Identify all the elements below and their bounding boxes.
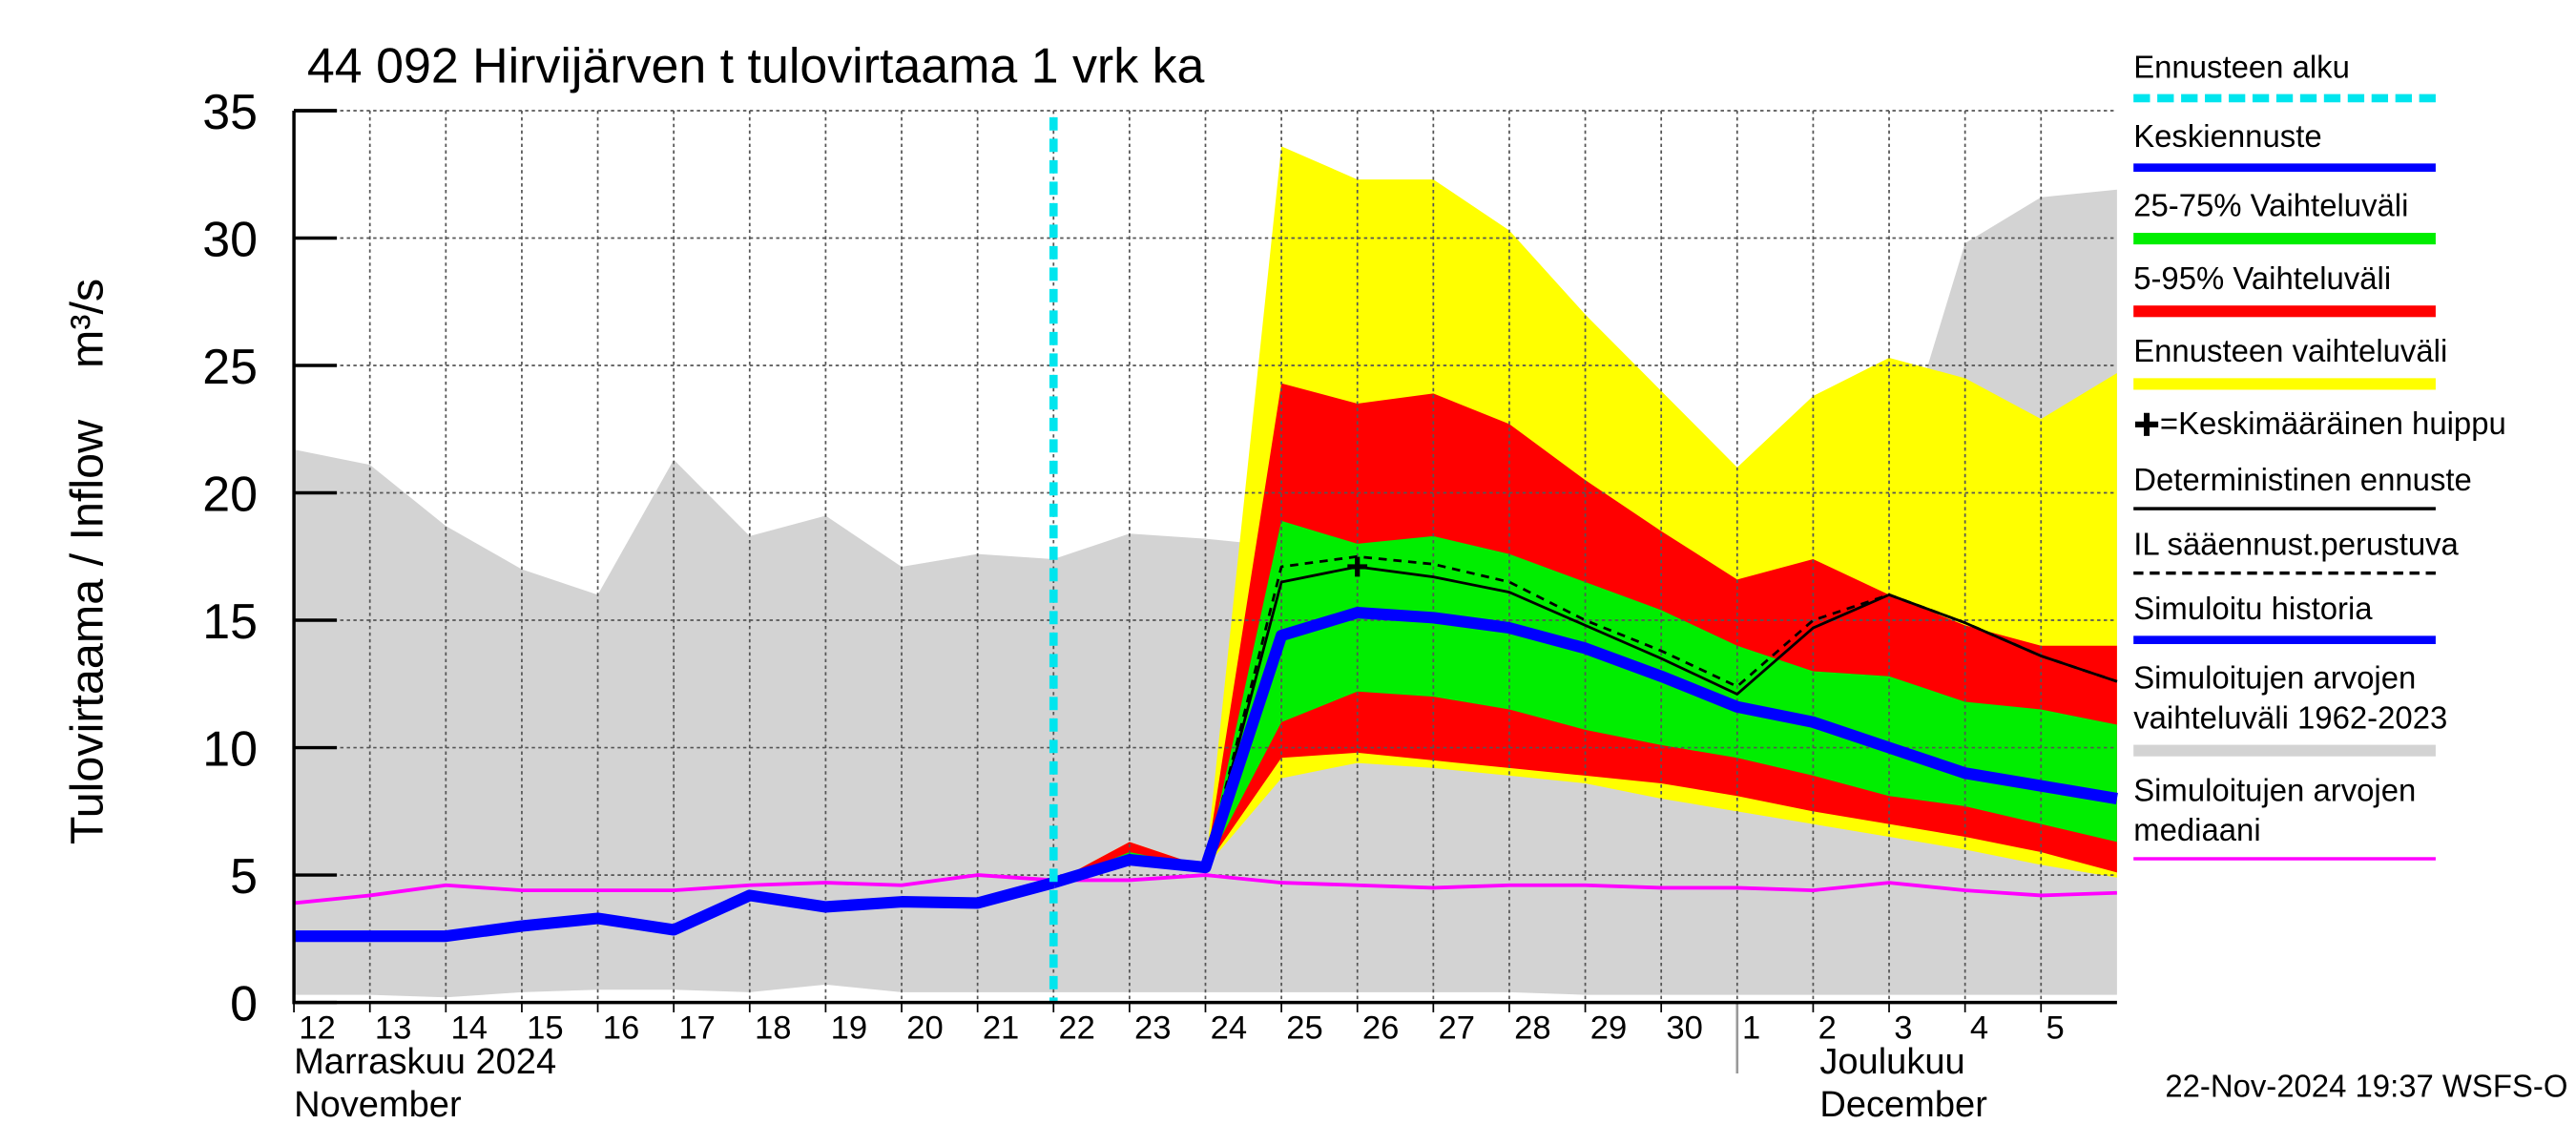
legend-label: 25-75% Vaihteluväli <box>2133 188 2513 228</box>
y-tick-label: 20 <box>202 468 258 523</box>
legend-swatch <box>2133 163 2436 173</box>
legend-swatch <box>2133 233 2436 245</box>
legend-text: Simuloitu historia <box>2133 593 2373 628</box>
legend-item: Ennusteen alku <box>2133 50 2513 103</box>
legend-item: 25-75% Vaihteluväli <box>2133 188 2513 245</box>
y-tick-label: 0 <box>230 977 258 1032</box>
x-tick-label: 27 <box>1439 1010 1475 1047</box>
legend-text: Ennusteen vaihteluväli <box>2133 335 2448 370</box>
y-tick-label: 10 <box>202 722 258 778</box>
y-tick-label: 25 <box>202 340 258 395</box>
x-tick-label: 5 <box>2046 1010 2064 1047</box>
legend-swatch <box>2133 635 2436 645</box>
legend-swatch <box>2133 507 2436 510</box>
chart-title: 44 092 Hirvijärven t tulovirtaama 1 vrk … <box>307 39 1205 94</box>
legend-label: Simuloitujen arvojen mediaani <box>2133 773 2513 852</box>
x-tick-label: 25 <box>1286 1010 1323 1047</box>
legend-text: IL sääennust.perustuva <box>2133 528 2459 564</box>
legend-label: Simuloitujen arvojen vaihteluväli 1962-2… <box>2133 660 2513 739</box>
x-tick-label: 2 <box>1818 1010 1837 1047</box>
legend-item: IL sääennust.perustuva <box>2133 527 2513 575</box>
legend-peak-symbol <box>2133 408 2160 443</box>
legend-swatch <box>2133 305 2436 318</box>
y-tick-label: 15 <box>202 594 258 650</box>
legend-swatch <box>2133 378 2436 390</box>
legend-text: Ennusteen alku <box>2133 51 2350 87</box>
footer: 22-Nov-2024 19:37 WSFS-O <box>2165 1068 2567 1103</box>
month-label: December <box>1819 1085 1987 1125</box>
legend-swatch <box>2133 94 2436 103</box>
series-line <box>293 873 2117 906</box>
x-tick-label: 16 <box>603 1010 640 1047</box>
plus-icon <box>2134 412 2159 436</box>
legend-item: Keskiennuste <box>2133 119 2513 173</box>
x-tick-label: 24 <box>1211 1010 1248 1047</box>
x-tick-label: 13 <box>375 1010 412 1047</box>
x-tick-label: 3 <box>1894 1010 1912 1047</box>
legend-label: Simuloitu historia <box>2133 592 2513 632</box>
legend-text: Deterministinen ennuste <box>2133 464 2472 499</box>
legend-item: Simuloitujen arvojen mediaani <box>2133 773 2513 861</box>
x-tick-label: 4 <box>1970 1010 1988 1047</box>
legend-item: Ennusteen vaihteluväli <box>2133 334 2513 390</box>
month-label: November <box>294 1085 462 1125</box>
series-line <box>1051 606 2118 888</box>
legend-item: Deterministinen ennuste <box>2133 463 2513 510</box>
legend-text: Keskiennuste <box>2133 120 2322 156</box>
series-line <box>1052 554 2118 885</box>
x-tick-label: 26 <box>1362 1010 1400 1047</box>
x-tick-label: 30 <box>1666 1010 1703 1047</box>
legend-label: =Keskimääräinen huippu <box>2133 406 2513 447</box>
legend-text: 5-95% Vaihteluväli <box>2133 262 2392 298</box>
legend-item: Simuloitujen arvojen vaihteluväli 1962-2… <box>2133 660 2513 757</box>
legend-swatch <box>2133 744 2436 757</box>
legend-label: Deterministinen ennuste <box>2133 463 2513 503</box>
y-tick-label: 5 <box>230 849 258 905</box>
overlays <box>292 109 2117 1074</box>
legend-swatch <box>2133 571 2436 575</box>
x-tick-label: 12 <box>299 1010 336 1047</box>
x-tick-label: 1 <box>1742 1010 1760 1047</box>
legend-text: 25-75% Vaihteluväli <box>2133 190 2409 225</box>
legend-text: Simuloitujen arvojen vaihteluväli 1962-2… <box>2133 662 2448 737</box>
x-tick-label: 29 <box>1590 1010 1628 1047</box>
legend-label: Ennusteen alku <box>2133 50 2513 90</box>
x-tick-label: 15 <box>527 1010 564 1047</box>
x-tick-label: 20 <box>906 1010 943 1047</box>
legend-label: 5-95% Vaihteluväli <box>2133 260 2513 301</box>
x-tick-label: 19 <box>831 1010 867 1047</box>
x-tick-label: 18 <box>755 1010 792 1047</box>
peak-marker <box>1347 556 1368 577</box>
legend: Ennusteen alku Keskiennuste 25-75% Vaihtel… <box>2133 50 2513 877</box>
axis-frame <box>292 110 2117 1005</box>
y-tick-label: 30 <box>202 213 258 268</box>
series-line <box>294 877 1055 943</box>
legend-item: Simuloitu historia <box>2133 592 2513 645</box>
month-label: Joulukuu <box>1819 1042 1964 1082</box>
legend-label: IL sääennust.perustuva <box>2133 527 2513 567</box>
legend-item: 5-95% Vaihteluväli <box>2133 260 2513 318</box>
x-tick-label: 22 <box>1058 1010 1094 1047</box>
legend-swatch <box>2133 857 2436 861</box>
legend-label: Ennusteen vaihteluväli <box>2133 334 2513 374</box>
x-tick-label: 28 <box>1514 1010 1550 1047</box>
legend-text: =Keskimääräinen huippu <box>2159 407 2506 443</box>
y-tick-label: 35 <box>202 85 258 140</box>
legend-item: =Keskimääräinen huippu <box>2133 406 2513 447</box>
legend-label: Keskiennuste <box>2133 119 2513 159</box>
legend-text: Simuloitujen arvojen mediaani <box>2133 774 2417 849</box>
lines <box>293 554 2118 943</box>
x-tick-label: 17 <box>678 1010 716 1047</box>
y-axis-label: Tulovirtaama / Inflow m³/s <box>61 279 113 844</box>
month-label: Marraskuu 2024 <box>294 1042 556 1082</box>
x-tick-label: 21 <box>983 1010 1019 1047</box>
x-tick-label: 14 <box>451 1010 488 1047</box>
x-tick-label: 23 <box>1134 1010 1172 1047</box>
